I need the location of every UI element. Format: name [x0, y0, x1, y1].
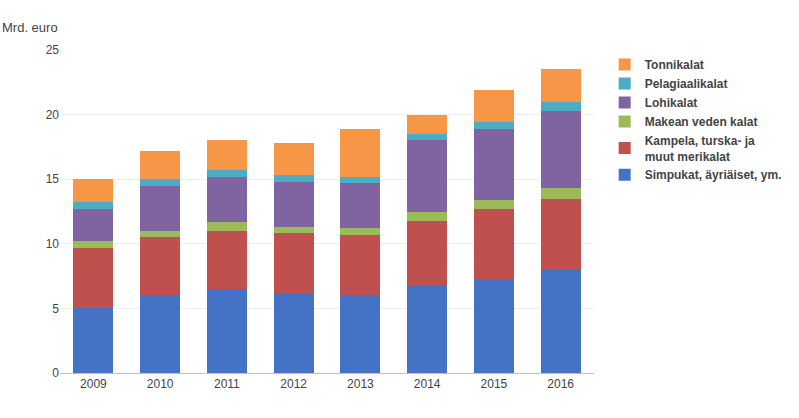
svg-text:Mrd. euro: Mrd. euro [2, 20, 58, 35]
svg-text:0: 0 [52, 366, 59, 380]
svg-text:25: 25 [46, 43, 60, 57]
svg-text:2013: 2013 [347, 377, 374, 391]
svg-text:Simpukat, äyriäiset, ym.: Simpukat, äyriäiset, ym. [645, 168, 782, 182]
svg-text:Pelagiaalikalat: Pelagiaalikalat [645, 77, 728, 91]
svg-text:5: 5 [52, 302, 59, 316]
svg-text:2016: 2016 [547, 377, 574, 391]
svg-text:2014: 2014 [414, 377, 441, 391]
svg-text:Kampela, turska- jamuut merika: Kampela, turska- jamuut merikalat [645, 134, 755, 164]
svg-text:15: 15 [46, 172, 60, 186]
svg-text:2012: 2012 [280, 377, 307, 391]
svg-text:Makean veden kalat: Makean veden kalat [645, 115, 758, 129]
svg-text:10: 10 [46, 237, 60, 251]
svg-text:Lohikalat: Lohikalat [645, 96, 698, 110]
svg-text:2009: 2009 [80, 377, 107, 391]
svg-text:2010: 2010 [147, 377, 174, 391]
svg-text:2011: 2011 [214, 377, 240, 391]
svg-text:Tonnikalat: Tonnikalat [645, 58, 704, 72]
svg-text:2015: 2015 [481, 377, 508, 391]
svg-text:20: 20 [46, 108, 60, 122]
